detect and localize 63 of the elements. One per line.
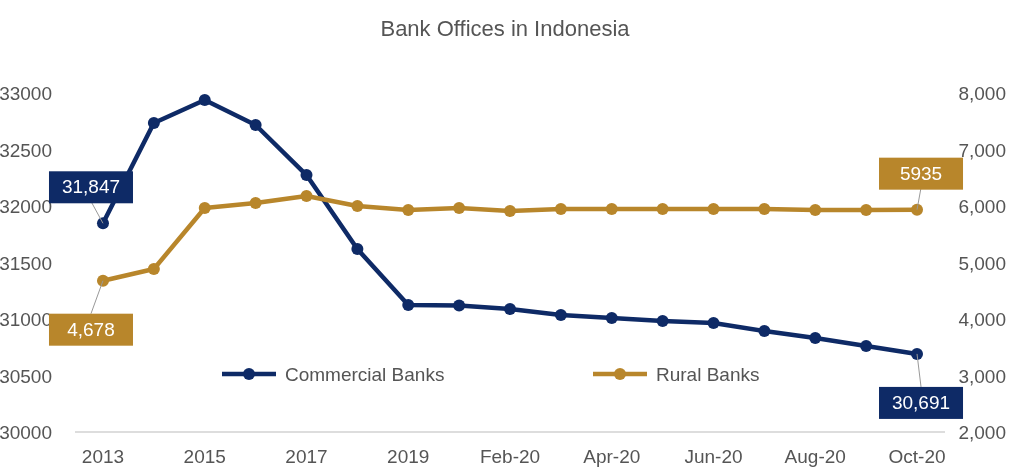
y2-tick-label: 8,000	[958, 83, 1006, 104]
legend-label: Commercial Banks	[285, 364, 445, 385]
point	[249, 118, 262, 131]
point	[605, 311, 618, 324]
y2-tick-label: 3,000	[958, 365, 1006, 387]
x-tick-label: Jun-20	[684, 446, 743, 467]
point	[453, 201, 466, 214]
point	[707, 203, 720, 215]
y-tick-label: 31500	[0, 252, 52, 274]
point	[656, 315, 669, 328]
x-tick-label: 2017	[285, 446, 328, 467]
x-tick-label: Apr-20	[583, 446, 641, 467]
legend-label: Rural Banks	[656, 364, 760, 385]
y-tick-label: 32000	[0, 196, 52, 217]
point	[758, 203, 771, 215]
data-label: 5935	[899, 162, 943, 184]
point	[249, 197, 262, 210]
y2-tick-label: 6,000	[958, 196, 1006, 217]
point	[809, 331, 822, 344]
point	[198, 201, 211, 214]
point	[147, 263, 160, 275]
point	[351, 243, 364, 256]
point	[707, 316, 720, 329]
data-label: 31,847	[61, 176, 121, 198]
point	[554, 203, 567, 215]
point	[809, 203, 822, 216]
y-tick-label: 30500	[0, 365, 52, 387]
x-tick-label: 2015	[183, 446, 226, 467]
y2-tick-label: 2,000	[958, 422, 1006, 443]
point	[402, 203, 415, 216]
data-label: 30,691	[891, 391, 951, 413]
point	[605, 203, 618, 215]
point	[504, 303, 516, 316]
point	[656, 203, 669, 215]
y-tick-label: 32500	[0, 139, 52, 161]
point	[96, 274, 109, 287]
point	[351, 200, 364, 212]
data-label: 4,678	[67, 318, 115, 340]
y-tick-label: 33000	[0, 83, 52, 104]
point	[96, 217, 109, 230]
x-tick-label: Aug-20	[784, 446, 846, 467]
y2-tick-label: 4,000	[958, 309, 1006, 330]
x-tick-label: Feb-20	[479, 446, 541, 467]
x-tick-label: 2019	[387, 446, 430, 467]
x-tick-label: Oct-20	[888, 446, 946, 467]
y2-tick-label: 7,000	[958, 139, 1006, 161]
point	[860, 340, 873, 353]
point	[554, 309, 567, 322]
y2-tick-label: 5,000	[958, 252, 1006, 274]
point	[402, 298, 415, 311]
chart-title: Bank Offices in Indonesia	[380, 16, 631, 41]
point	[758, 324, 771, 337]
point	[911, 347, 924, 360]
point	[147, 116, 160, 129]
point	[300, 169, 313, 182]
point	[300, 190, 313, 202]
point	[860, 203, 873, 216]
point	[198, 94, 211, 107]
point	[453, 299, 466, 312]
point	[504, 204, 516, 217]
y-tick-label: 30000	[0, 422, 52, 443]
x-tick-label: 2013	[81, 446, 125, 467]
point	[911, 203, 924, 216]
